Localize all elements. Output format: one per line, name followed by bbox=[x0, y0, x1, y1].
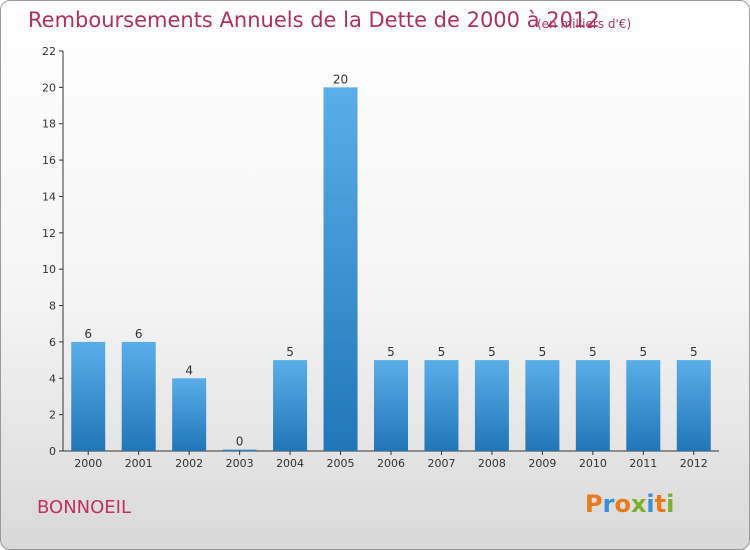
y-tick-label: 20 bbox=[42, 81, 56, 94]
data-label: 20 bbox=[333, 72, 348, 86]
y-tick-label: 8 bbox=[49, 300, 56, 313]
x-tick-label: 2005 bbox=[327, 457, 355, 470]
data-label: 5 bbox=[639, 345, 647, 359]
x-tick-label: 2004 bbox=[276, 457, 304, 470]
bar bbox=[474, 360, 509, 451]
bar bbox=[626, 360, 661, 451]
y-tick-label: 14 bbox=[42, 190, 56, 203]
y-tick-label: 22 bbox=[42, 45, 56, 58]
data-label: 5 bbox=[286, 345, 294, 359]
y-tick-label: 6 bbox=[49, 336, 56, 349]
bar bbox=[121, 341, 156, 451]
y-tick-label: 10 bbox=[42, 263, 56, 276]
logo-letter: o bbox=[614, 490, 631, 518]
logo-letter: P bbox=[585, 490, 603, 518]
logo-letter: t bbox=[654, 490, 667, 518]
bar bbox=[424, 360, 459, 451]
y-tick-label: 4 bbox=[49, 372, 56, 385]
bars bbox=[71, 87, 711, 451]
y-tick-label: 12 bbox=[42, 227, 56, 240]
y-tick-label: 2 bbox=[49, 409, 56, 422]
logo-letter: i bbox=[646, 490, 655, 518]
bar bbox=[525, 360, 560, 451]
bar bbox=[374, 360, 408, 451]
x-tick-label: 2008 bbox=[478, 457, 506, 470]
data-label: 5 bbox=[539, 345, 547, 359]
data-label: 6 bbox=[135, 327, 143, 341]
y-tick-label: 18 bbox=[42, 118, 56, 131]
logo-letter: i bbox=[666, 490, 675, 518]
data-label: 5 bbox=[589, 345, 597, 359]
logo-letter: x bbox=[630, 490, 647, 518]
bar bbox=[71, 341, 106, 451]
bar bbox=[323, 87, 358, 451]
y-tick-label: 0 bbox=[49, 445, 56, 458]
chart-subtitle: (en milliers d'€) bbox=[537, 17, 632, 31]
bar bbox=[172, 378, 207, 451]
data-label: 4 bbox=[185, 363, 193, 377]
bar bbox=[575, 360, 610, 451]
x-tick-label: 2009 bbox=[528, 457, 556, 470]
x-tick-label: 2011 bbox=[629, 457, 657, 470]
x-tick-label: 2007 bbox=[427, 457, 455, 470]
x-tick-label: 2006 bbox=[377, 457, 405, 470]
x-tick-label: 2003 bbox=[226, 457, 254, 470]
data-label: 5 bbox=[690, 345, 698, 359]
data-label: 5 bbox=[438, 345, 446, 359]
x-tick-label: 2001 bbox=[125, 457, 153, 470]
x-tick-label: 2000 bbox=[74, 457, 102, 470]
logo-letter: r bbox=[602, 490, 615, 518]
bar bbox=[676, 360, 711, 451]
chart-title: Remboursements Annuels de la Dette de 20… bbox=[28, 8, 600, 32]
proxiti-logo: Proxiti bbox=[585, 490, 674, 518]
bar bbox=[273, 360, 308, 451]
data-label: 6 bbox=[84, 327, 92, 341]
data-label: 5 bbox=[488, 345, 496, 359]
commune-name: BONNOEIL bbox=[37, 497, 132, 518]
labels: 2000 6 2001 6 2002 4 2003 0 2004 5 2005 20 2006 5 2007… bbox=[74, 72, 708, 470]
data-label: 5 bbox=[387, 345, 395, 359]
x-tick-label: 2002 bbox=[175, 457, 203, 470]
y-tick-label: 16 bbox=[42, 154, 56, 167]
bar bbox=[222, 449, 257, 451]
x-tick-label: 2012 bbox=[680, 457, 708, 470]
data-label: 0 bbox=[236, 435, 244, 449]
x-tick-label: 2010 bbox=[579, 457, 607, 470]
